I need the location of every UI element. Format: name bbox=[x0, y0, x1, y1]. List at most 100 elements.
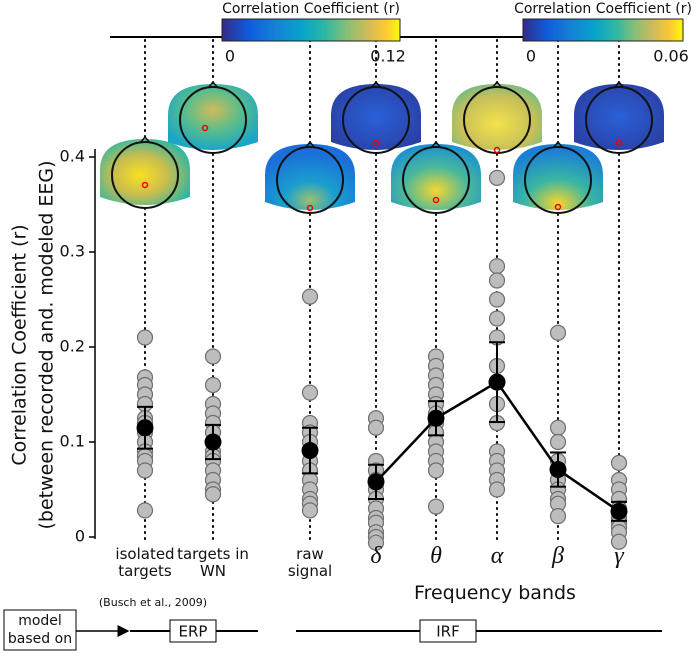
x-tick-label: θ bbox=[430, 543, 442, 569]
erp-label: ERP bbox=[179, 623, 208, 641]
topomap-head bbox=[276, 146, 344, 214]
subject-point bbox=[488, 481, 506, 498]
x-tick-label: isolated targets bbox=[115, 545, 175, 580]
topomap bbox=[265, 140, 355, 214]
topomap-field bbox=[265, 144, 355, 210]
topomap bbox=[452, 80, 542, 154]
x-axis-label: Frequency bands bbox=[414, 582, 576, 604]
y-tick-label: 0.2 bbox=[60, 337, 85, 356]
model-label: model based on bbox=[7, 613, 73, 647]
topomap-nose bbox=[370, 80, 382, 89]
topomap bbox=[100, 135, 190, 209]
subject-point bbox=[301, 502, 319, 519]
topomap bbox=[391, 140, 481, 214]
subject-point bbox=[610, 533, 628, 550]
irf-label: IRF bbox=[436, 623, 459, 641]
x-tick-label: raw signal bbox=[287, 545, 333, 580]
subject-point bbox=[301, 288, 319, 305]
subject-point bbox=[427, 462, 445, 479]
colorbar bbox=[522, 18, 684, 42]
subject-point bbox=[136, 462, 154, 479]
x-tick-label: α bbox=[490, 543, 504, 569]
subject-point bbox=[549, 324, 567, 341]
topomap-electrode bbox=[201, 124, 209, 132]
mean-point bbox=[136, 419, 154, 437]
mean-point bbox=[488, 373, 506, 391]
irf-box bbox=[419, 619, 477, 643]
mean-point bbox=[367, 473, 385, 491]
erp-box bbox=[169, 619, 217, 643]
topomap-electrode bbox=[141, 181, 149, 189]
subject-point bbox=[204, 376, 222, 394]
subject-point bbox=[301, 384, 319, 401]
topomap-field bbox=[391, 144, 481, 210]
topomap-nose bbox=[552, 140, 564, 149]
topomap-nose bbox=[430, 140, 442, 149]
colorbar-title: Correlation Coefficient (r) bbox=[222, 1, 400, 17]
mean-point bbox=[610, 502, 628, 520]
mean-point bbox=[301, 442, 319, 460]
colorbar-tick-label: 0 bbox=[526, 47, 536, 66]
subject-point bbox=[549, 419, 567, 436]
topomap-electrode bbox=[372, 139, 380, 147]
topomap-field bbox=[100, 139, 190, 205]
topomap-electrode bbox=[554, 203, 562, 211]
subject-point bbox=[204, 348, 222, 365]
topomap-nose bbox=[207, 80, 219, 89]
subject-point bbox=[367, 419, 385, 436]
y-tick-label: 0.3 bbox=[60, 242, 85, 261]
y-axis-label: (between recorded and. modeled EEG) bbox=[36, 160, 58, 529]
topomap-nose bbox=[491, 80, 503, 89]
topomap-nose bbox=[139, 135, 151, 144]
source-note: (Busch et al., 2009) bbox=[98, 596, 208, 609]
subject-point bbox=[610, 454, 628, 471]
model-annotation bbox=[3, 609, 662, 651]
topomap-field bbox=[331, 84, 421, 150]
colorbar-title: Correlation Coefficient (r) bbox=[514, 1, 692, 17]
subject-point bbox=[549, 507, 567, 525]
topomap-field bbox=[168, 84, 258, 150]
subject-point bbox=[488, 272, 506, 289]
topomap-electrode bbox=[493, 146, 501, 154]
colorbar-tick-label: 0.06 bbox=[653, 47, 689, 66]
topomap-head bbox=[524, 146, 592, 214]
colorbar bbox=[221, 18, 401, 42]
mean-point bbox=[549, 461, 567, 479]
y-tick-label: 0.4 bbox=[60, 147, 85, 166]
subject-point bbox=[136, 502, 154, 519]
colorbar-tick-label: 0 bbox=[225, 47, 235, 66]
topomap bbox=[168, 80, 258, 154]
subject-point bbox=[204, 486, 222, 503]
mean-point bbox=[427, 409, 445, 427]
topomap bbox=[513, 140, 603, 214]
y-tick-label: 0.1 bbox=[60, 432, 85, 451]
subject-point bbox=[488, 310, 506, 327]
subject-point bbox=[367, 534, 385, 551]
topomap-head bbox=[179, 86, 247, 154]
topomap bbox=[574, 80, 664, 154]
topomap-nose bbox=[304, 140, 316, 149]
subject-point bbox=[427, 498, 445, 515]
topomap-field bbox=[574, 84, 664, 150]
topomap bbox=[331, 80, 421, 154]
topomap-electrode bbox=[432, 196, 440, 204]
subject-point bbox=[488, 291, 506, 308]
topomap-field bbox=[452, 84, 542, 150]
subject-point bbox=[136, 329, 154, 346]
topomap-head bbox=[342, 86, 410, 154]
x-tick-label: β bbox=[552, 543, 564, 569]
subject-point bbox=[488, 169, 506, 186]
subject-point bbox=[549, 433, 567, 451]
subject-point bbox=[488, 258, 506, 275]
x-tick-label: γ bbox=[614, 543, 624, 569]
topomap-nose bbox=[613, 80, 625, 89]
topomap-electrode bbox=[615, 139, 623, 147]
topomap-electrode bbox=[306, 204, 314, 212]
topomap-head bbox=[585, 86, 653, 154]
model-box bbox=[3, 609, 77, 651]
x-tick-label: δ bbox=[370, 543, 382, 569]
topomap-head bbox=[402, 146, 470, 214]
mean-point bbox=[204, 433, 222, 451]
y-tick-label: 0 bbox=[75, 527, 85, 546]
